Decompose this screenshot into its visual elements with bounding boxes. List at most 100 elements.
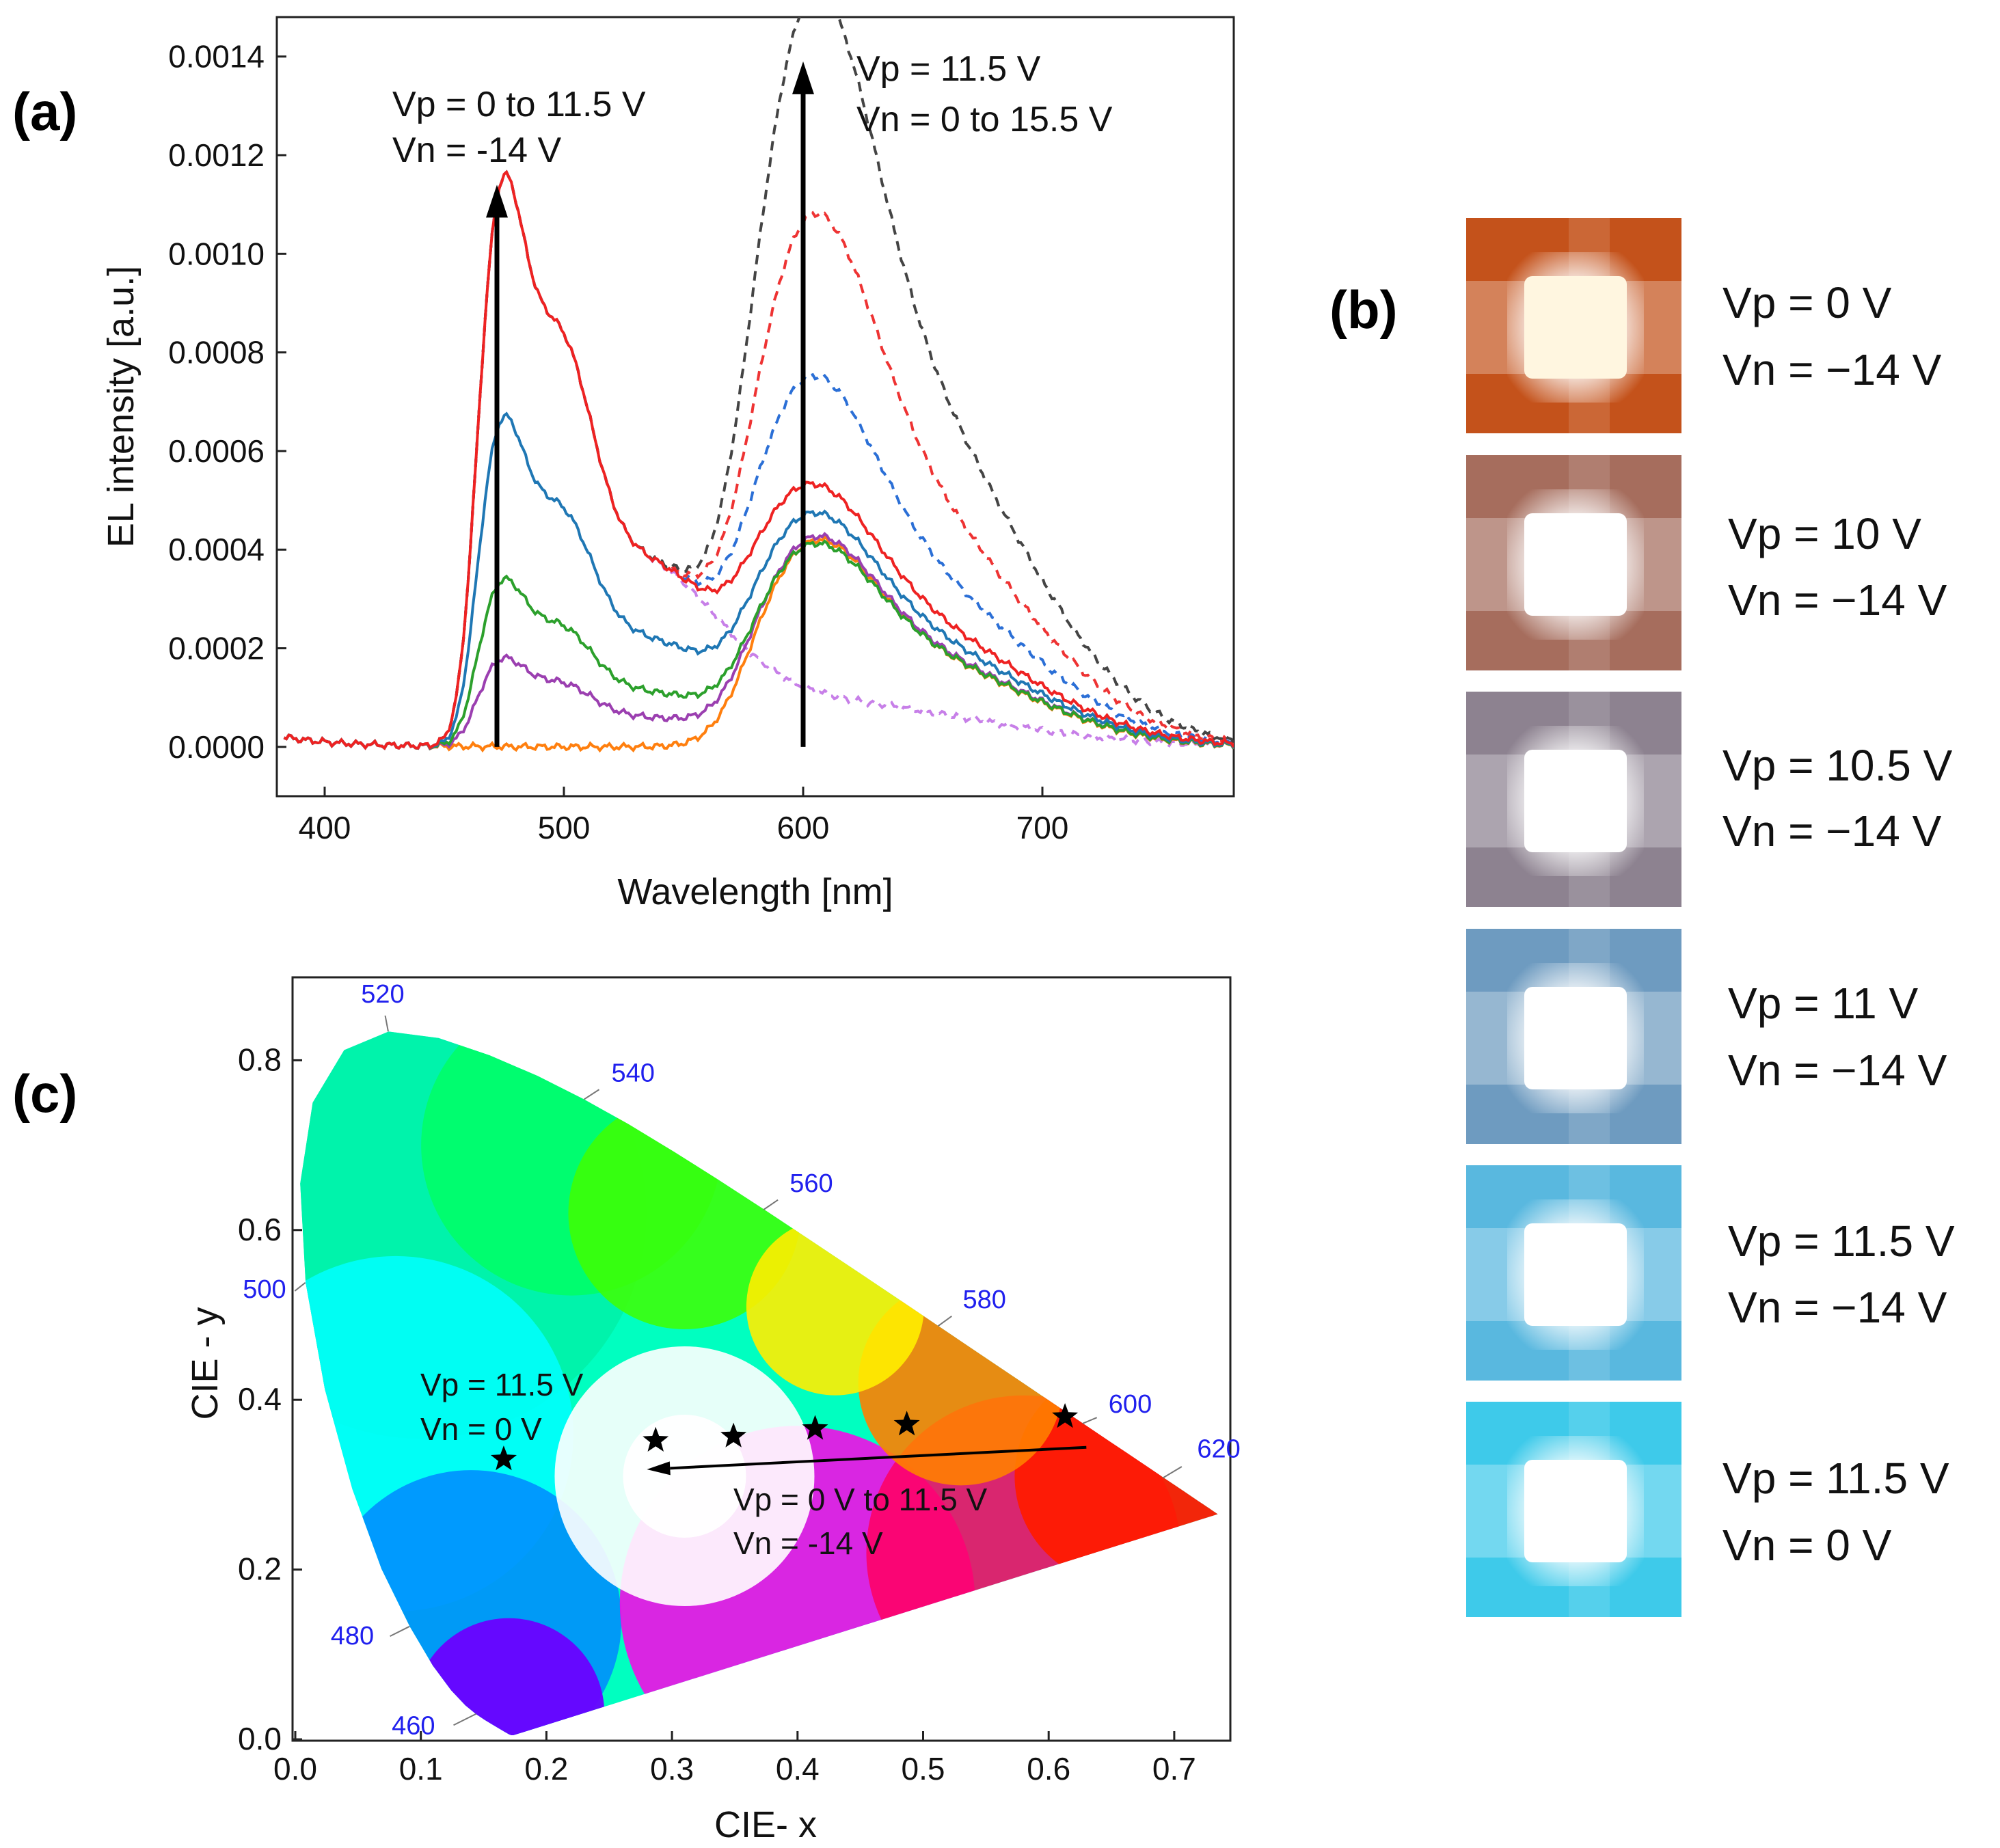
wavelength-label: 460: [392, 1712, 435, 1741]
x-tick-label: 700: [1016, 810, 1069, 845]
device-photo-2: [1466, 455, 1681, 670]
panel-c-x-ticks: 0.0 0.1 0.2 0.3 0.4 0.5 0.6 0.7: [273, 1731, 1196, 1786]
device-photo-6: [1466, 1402, 1681, 1617]
emitting-pixel: [1524, 1460, 1627, 1562]
panel-c-y-axis-label: CIE - y: [185, 1307, 226, 1419]
panel-a-curves: [283, 17, 1234, 753]
wavelength-tick: [763, 1199, 779, 1210]
y-tick-label: 0.0002: [168, 631, 265, 666]
cie-point-3: [802, 1415, 828, 1440]
cie-annotation-right-vn: Vn = -14 V: [733, 1525, 883, 1561]
wavelength-label: 600: [1109, 1390, 1152, 1419]
emitting-pixel: [1524, 276, 1627, 379]
x-tick-label: 0.0: [273, 1751, 317, 1786]
device-photo-5: [1466, 1165, 1681, 1381]
wavelength-tick: [453, 1713, 476, 1726]
caption-1-vp: Vp = 0 V: [1722, 278, 1892, 327]
y-tick-label: 0.2: [238, 1551, 282, 1587]
x-tick-label: 0.5: [902, 1751, 945, 1786]
caption-4-vn: Vn = −14 V: [1728, 1046, 1947, 1095]
y-tick-label: 0.4: [238, 1381, 282, 1417]
x-tick-label: 0.1: [399, 1751, 443, 1786]
wavelength-label: 480: [331, 1622, 374, 1650]
wavelength-tick: [583, 1089, 600, 1100]
panel-a-x-ticks: 400 500 600 700: [299, 787, 1069, 845]
y-tick-label: 0.0004: [168, 532, 265, 567]
cie-point-1: [643, 1426, 669, 1452]
wavelength-tick: [1082, 1417, 1098, 1424]
emitting-pixel: [1524, 1223, 1627, 1326]
solid-series-2: [283, 539, 1234, 750]
y-tick-label: 0.0000: [168, 729, 265, 765]
panel-c-label: (c): [12, 1063, 77, 1124]
panel-b-captions: Vp = 0 V Vn = −14 V Vp = 10 V Vn = −14 V…: [1722, 278, 1955, 1570]
cie-arrow-head: [647, 1461, 671, 1476]
panel-a-annotation-right-vp: Vp = 11.5 V: [856, 49, 1041, 89]
wavelength-label: 620: [1197, 1435, 1240, 1463]
cie-annotation-right-vp: Vp = 0 V to 11.5 V: [733, 1482, 988, 1517]
panel-a-annotation-left-vp: Vp = 0 to 11.5 V: [392, 85, 646, 124]
emitting-pixel: [1524, 987, 1627, 1089]
wavelength-tick: [937, 1316, 952, 1327]
x-tick-label: 400: [299, 810, 351, 845]
caption-6-vn: Vn = 0 V: [1722, 1521, 1892, 1570]
wavelength-tick: [390, 1625, 410, 1638]
arrow-head-1: [792, 61, 814, 94]
panel-a-arrows: [486, 61, 814, 747]
wavelength-label: 520: [361, 980, 404, 1009]
panel-a-y-axis-label: EL intensity [a.u.]: [100, 266, 141, 547]
cie-annotation-left-vp: Vp = 11.5 V: [420, 1367, 584, 1402]
y-tick-label: 0.0012: [168, 137, 265, 173]
wavelength-tick: [294, 1282, 306, 1292]
y-tick-label: 0.0: [238, 1721, 282, 1756]
cie-arrow-shaft: [670, 1445, 1087, 1470]
y-tick-label: 0.8: [238, 1042, 282, 1077]
device-photo-1: [1466, 218, 1681, 433]
panel-a-y-ticks: 0.0000 0.0002 0.0004 0.0006 0.0008 0.0010 0.00…: [168, 39, 286, 765]
panel-c-x-axis-label: CIE- x: [714, 1804, 817, 1845]
panel-a-spectrum-chart: (a) 0.0000 0.0002 0.0004 0.0006 0.0008 0.0010…: [12, 16, 1235, 912]
panel-a-annotation-left-vn: Vn = -14 V: [392, 131, 561, 170]
cie-point-5: [1052, 1403, 1079, 1428]
wavelength-tick: [1162, 1466, 1183, 1479]
solid-series-4: [283, 169, 1234, 750]
panel-c-y-ticks: 0.0 0.2 0.4 0.6 0.8: [238, 1042, 302, 1756]
caption-3-vn: Vn = −14 V: [1722, 806, 1942, 856]
caption-5-vp: Vp = 11.5 V: [1728, 1217, 1955, 1266]
device-photo-4: [1466, 929, 1681, 1144]
panel-a-x-axis-label: Wavelength [nm]: [617, 871, 893, 912]
panel-b-label: (b): [1329, 280, 1398, 340]
x-tick-label: 0.7: [1152, 1751, 1196, 1786]
emitting-pixel: [1524, 750, 1627, 852]
cie-annotation-left-vn: Vn = 0 V: [420, 1411, 542, 1447]
wavelength-label: 560: [789, 1169, 833, 1198]
wavelength-label: 580: [963, 1286, 1006, 1314]
y-tick-label: 0.0014: [168, 39, 265, 74]
solid-series-3: [283, 411, 1234, 750]
panel-b-photo-column: [1466, 218, 1681, 1617]
cie-arrow: [647, 1445, 1087, 1476]
panel-c-cie-diagram: (c) 0.00.20.40.60.8 0.0 0.1 0.2 0.3 0.4 0.5 0.…: [12, 976, 1241, 1845]
caption-3-vp: Vp = 10.5 V: [1722, 741, 1953, 790]
caption-1-vn: Vn = −14 V: [1722, 345, 1942, 394]
emitting-pixel: [1524, 513, 1627, 616]
cie-point-2: [720, 1422, 747, 1448]
x-tick-label: 0.6: [1027, 1751, 1070, 1786]
y-tick-label: 0.6: [238, 1212, 282, 1247]
x-tick-label: 500: [538, 810, 591, 845]
wavelength-label: 500: [243, 1275, 286, 1304]
x-tick-label: 0.3: [650, 1751, 694, 1786]
panel-b-device-photos: (b) Vp = 0 V Vn = −14 V Vp = 10 V Vn = −…: [1329, 218, 1955, 1617]
caption-5-vn: Vn = −14 V: [1728, 1283, 1947, 1332]
y-tick-label: 0.0006: [168, 433, 265, 469]
cie-point-0: [490, 1445, 517, 1471]
wavelength-label: 540: [612, 1059, 655, 1088]
cie-points: [490, 1403, 1079, 1471]
x-tick-label: 0.4: [776, 1751, 820, 1786]
y-tick-label: 0.0008: [168, 335, 265, 370]
x-tick-label: 0.2: [524, 1751, 568, 1786]
cie-wavelength-labels: 460 480 500 520 540 560 580 600 620: [243, 980, 1240, 1741]
gamut-violet: [413, 1618, 605, 1735]
caption-2-vn: Vn = −14 V: [1728, 575, 1947, 625]
panel-a-frame: [275, 16, 1235, 798]
